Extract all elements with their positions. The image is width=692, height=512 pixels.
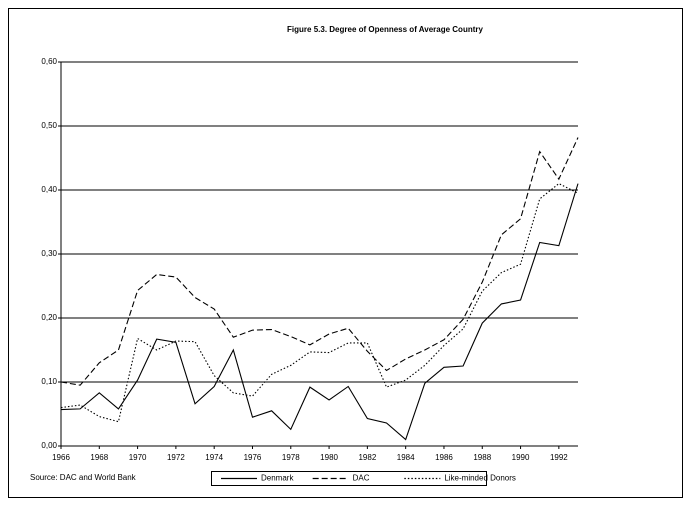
y-tick-label: 0,20 bbox=[41, 313, 57, 322]
x-tick-label: 1974 bbox=[205, 453, 223, 462]
x-tick-label: 1984 bbox=[397, 453, 415, 462]
legend-label: Denmark bbox=[261, 474, 294, 483]
y-tick-label: 0,40 bbox=[41, 185, 57, 194]
legend-label: Like-minded Donors bbox=[444, 474, 516, 483]
x-tick-label: 1980 bbox=[320, 453, 338, 462]
x-tick-label: 1972 bbox=[167, 453, 185, 462]
series-line bbox=[60, 182, 579, 423]
x-tick-label: 1992 bbox=[550, 453, 568, 462]
source-note: Source: DAC and World Bank bbox=[30, 473, 137, 482]
legend-box bbox=[211, 471, 487, 486]
chart-border bbox=[8, 8, 683, 498]
y-tick-label: 0,60 bbox=[41, 57, 57, 66]
x-tick-label: 1968 bbox=[90, 453, 108, 462]
x-tick-label: 1990 bbox=[512, 453, 530, 462]
y-tick-label: 0,50 bbox=[41, 121, 57, 130]
x-tick-label: 1982 bbox=[358, 453, 376, 462]
x-tick-label: 1978 bbox=[282, 453, 300, 462]
x-tick-label: 1986 bbox=[435, 453, 453, 462]
y-tick-label: 0,30 bbox=[41, 249, 57, 258]
x-tick-label: 1976 bbox=[244, 453, 262, 462]
series-line bbox=[60, 137, 579, 386]
y-tick-label: 0,10 bbox=[41, 377, 57, 386]
x-tick-label: 1966 bbox=[52, 453, 70, 462]
x-tick-label: 1988 bbox=[473, 453, 491, 462]
series-line bbox=[60, 183, 579, 441]
y-tick-label: 0,00 bbox=[41, 441, 57, 450]
chart-title: Figure 5.3. Degree of Openness of Averag… bbox=[287, 25, 483, 34]
x-tick-label: 1970 bbox=[129, 453, 147, 462]
legend-label: DAC bbox=[353, 474, 370, 483]
